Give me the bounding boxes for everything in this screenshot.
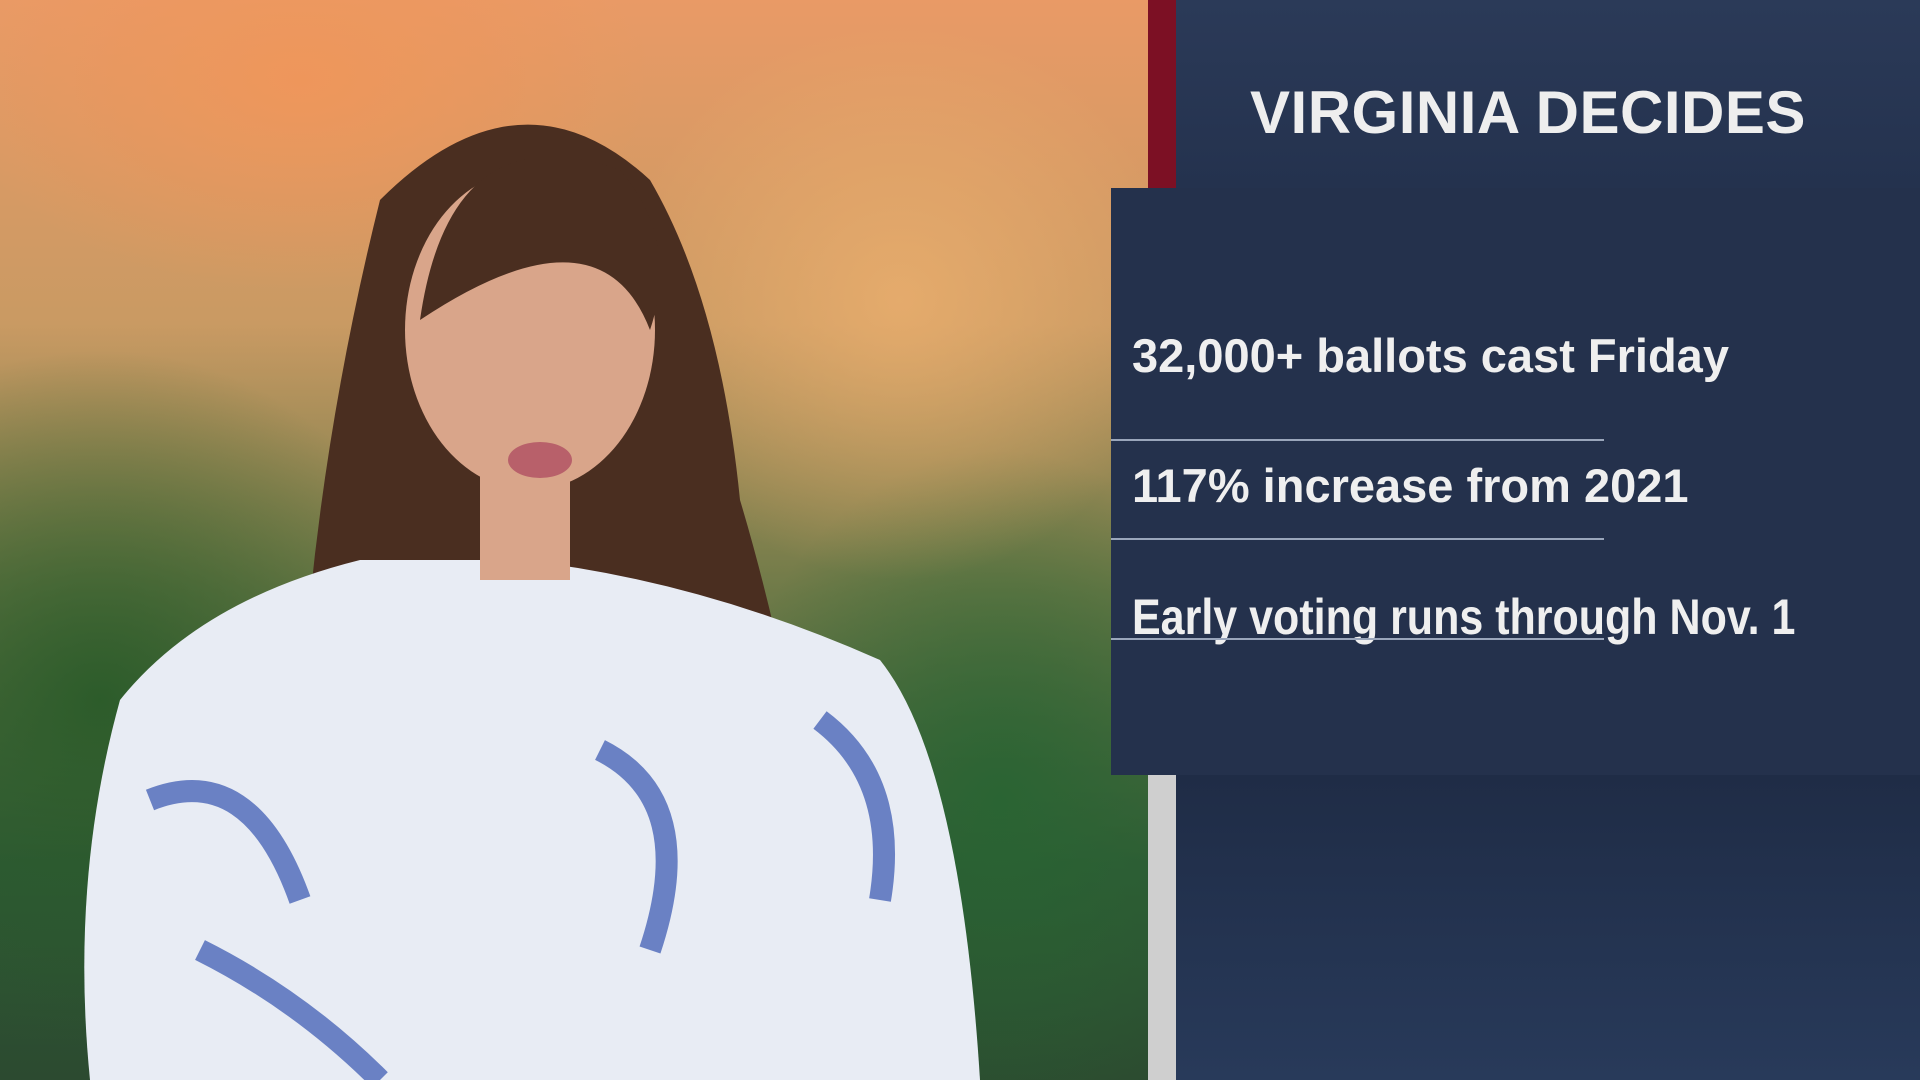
graphic-title: VIRGINIA DECIDES: [1250, 79, 1806, 146]
fact-item: 32,000+ ballots cast Friday: [1132, 329, 1729, 382]
news-anchor-figure: [84, 124, 981, 1080]
fact-item: Early voting runs through Nov. 1: [1132, 589, 1796, 645]
anchor-video-feed: [0, 0, 1180, 1080]
graphic-lower-panel: [1176, 775, 1920, 1080]
divider: [1111, 638, 1604, 640]
divider: [1111, 538, 1604, 540]
facts-panel: 32,000+ ballots cast Friday 117% increas…: [1111, 188, 1920, 775]
graphic-header: [1176, 0, 1920, 188]
fact-item: 117% increase from 2021: [1132, 459, 1689, 512]
accent-stripe-red: [1148, 0, 1176, 188]
divider: [1111, 439, 1604, 441]
accent-stripe-grey: [1148, 775, 1176, 1080]
